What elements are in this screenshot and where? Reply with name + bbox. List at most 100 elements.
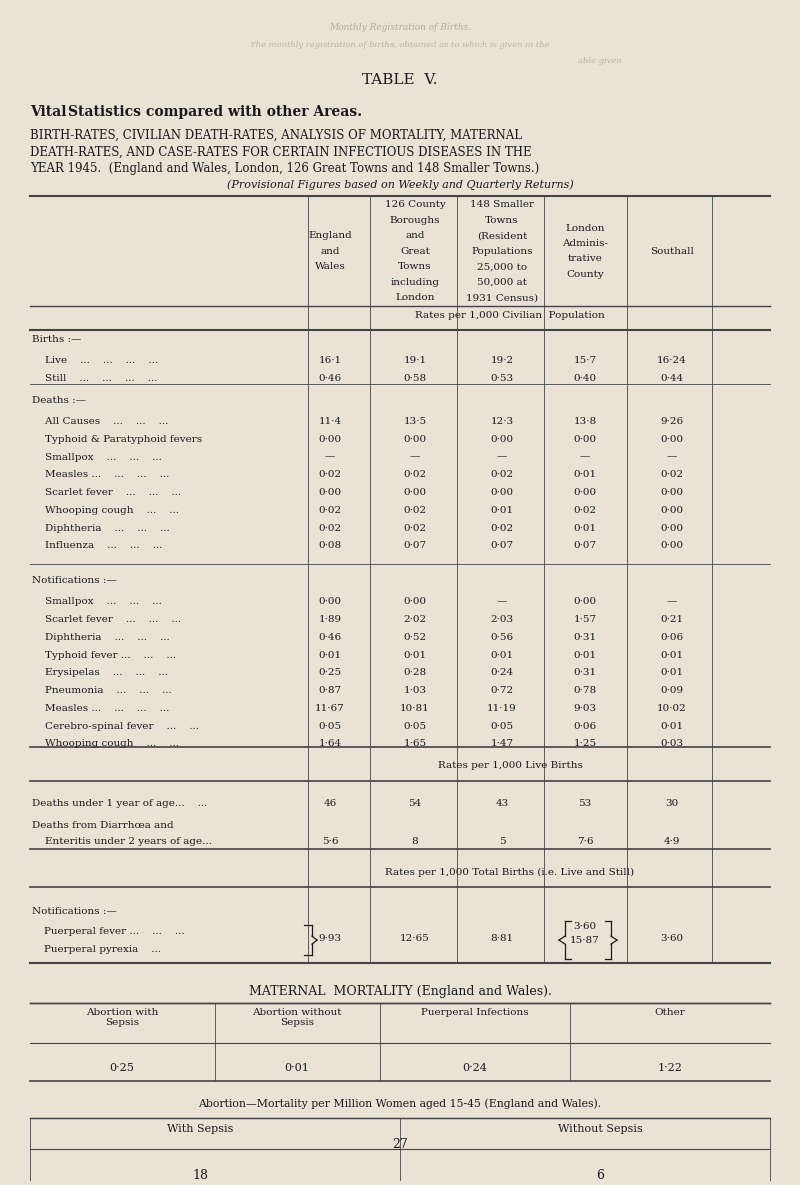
Text: 1·22: 1·22	[658, 1063, 682, 1072]
Text: 0·07: 0·07	[403, 542, 426, 550]
Text: 0·31: 0·31	[574, 668, 597, 678]
Text: 0·87: 0·87	[318, 686, 342, 696]
Text: DEATH-RATES, AND CASE-RATES FOR CERTAIN INFECTIOUS DISEASES IN THE: DEATH-RATES, AND CASE-RATES FOR CERTAIN …	[30, 146, 532, 159]
Text: 9·03: 9·03	[574, 704, 597, 713]
Text: 5·6: 5·6	[322, 837, 338, 846]
Text: 0·06: 0·06	[574, 722, 597, 730]
Text: 0·00: 0·00	[661, 542, 683, 550]
Text: 0·00: 0·00	[403, 435, 426, 444]
Text: 0·00: 0·00	[318, 597, 342, 607]
Text: 0·00: 0·00	[661, 524, 683, 532]
Text: Smallpox    ...    ...    ...: Smallpox ... ... ...	[32, 453, 162, 462]
Text: 0·01: 0·01	[318, 651, 342, 660]
Text: 0·00: 0·00	[318, 435, 342, 444]
Text: 0·02: 0·02	[318, 524, 342, 532]
Text: Puerperal Infections: Puerperal Infections	[421, 1007, 529, 1017]
Text: Puerperal pyrexia    ...: Puerperal pyrexia ...	[44, 944, 161, 954]
Text: 0·01: 0·01	[661, 722, 683, 730]
Text: Other: Other	[654, 1007, 686, 1017]
Text: 25,000 to: 25,000 to	[477, 262, 527, 271]
Text: 8: 8	[412, 837, 418, 846]
Text: Diphtheria    ...    ...    ...: Diphtheria ... ... ...	[32, 524, 170, 532]
Text: Abortion with
Sepsis: Abortion with Sepsis	[86, 1007, 158, 1027]
Text: 1·03: 1·03	[403, 686, 426, 696]
Text: Abortion without
Sepsis: Abortion without Sepsis	[252, 1007, 342, 1027]
Text: 15·87: 15·87	[570, 936, 600, 946]
Text: Deaths from Diarrhœa and: Deaths from Diarrhœa and	[32, 821, 174, 829]
Text: 16·1: 16·1	[318, 356, 342, 365]
Text: 0·46: 0·46	[318, 633, 342, 642]
Text: 0·44: 0·44	[661, 373, 683, 383]
Text: 0·56: 0·56	[490, 633, 514, 642]
Text: 11·19: 11·19	[487, 704, 517, 713]
Text: 11·4: 11·4	[318, 417, 342, 427]
Text: Notifications :—: Notifications :—	[32, 908, 117, 916]
Text: 46: 46	[323, 799, 337, 808]
Text: 148 Smaller: 148 Smaller	[470, 200, 534, 210]
Text: 0·05: 0·05	[490, 722, 514, 730]
Text: Puerperal fever ...    ...    ...: Puerperal fever ... ... ...	[44, 927, 185, 936]
Text: 0·01: 0·01	[574, 470, 597, 480]
Text: 0·02: 0·02	[490, 470, 514, 480]
Text: Smallpox    ...    ...    ...: Smallpox ... ... ...	[32, 597, 162, 607]
Text: Pneumonia    ...    ...    ...: Pneumonia ... ... ...	[32, 686, 172, 696]
Text: 1·89: 1·89	[318, 615, 342, 624]
Text: 9·93: 9·93	[318, 934, 342, 943]
Text: Whooping cough    ...    ...: Whooping cough ... ...	[32, 739, 179, 748]
Text: Live    ...    ...    ...    ...: Live ... ... ... ...	[32, 356, 158, 365]
Text: 0·02: 0·02	[403, 470, 426, 480]
Text: 4·9: 4·9	[664, 837, 680, 846]
Text: 3·60: 3·60	[661, 934, 683, 943]
Text: 19·1: 19·1	[403, 356, 426, 365]
Text: Enteritis under 2 years of age...: Enteritis under 2 years of age...	[32, 837, 212, 846]
Text: 1·25: 1·25	[574, 739, 597, 748]
Text: Cerebro-spinal fever    ...    ...: Cerebro-spinal fever ... ...	[32, 722, 199, 730]
Text: Deaths :—: Deaths :—	[32, 396, 86, 405]
Text: 9·26: 9·26	[661, 417, 683, 427]
Text: 0·21: 0·21	[661, 615, 683, 624]
Text: 0·01: 0·01	[661, 651, 683, 660]
Text: including: including	[390, 277, 439, 287]
Text: All Causes    ...    ...    ...: All Causes ... ... ...	[32, 417, 168, 427]
Text: 0·78: 0·78	[574, 686, 597, 696]
Text: England: England	[308, 231, 352, 241]
Text: 0·00: 0·00	[490, 488, 514, 498]
Text: 0·02: 0·02	[574, 506, 597, 515]
Text: 0·02: 0·02	[318, 470, 342, 480]
Text: 0·00: 0·00	[661, 506, 683, 515]
Text: Without Sepsis: Without Sepsis	[558, 1125, 642, 1134]
Text: 0·25: 0·25	[110, 1063, 134, 1072]
Text: 0·01: 0·01	[661, 668, 683, 678]
Text: 0·46: 0·46	[318, 373, 342, 383]
Text: YEAR 1945.  (England and Wales, London, 126 Great Towns and 148 Smaller Towns.): YEAR 1945. (England and Wales, London, 1…	[30, 162, 539, 175]
Text: and: and	[320, 246, 340, 256]
Text: Measles ...    ...    ...    ...: Measles ... ... ... ...	[32, 704, 170, 713]
Text: Rates per 1,000 Live Births: Rates per 1,000 Live Births	[438, 761, 582, 770]
Text: 0·01: 0·01	[490, 506, 514, 515]
Text: 0·52: 0·52	[403, 633, 426, 642]
Text: Measles ...    ...    ...    ...: Measles ... ... ... ...	[32, 470, 170, 480]
Text: 0·00: 0·00	[574, 597, 597, 607]
Text: Wales: Wales	[314, 262, 346, 271]
Text: Vital: Vital	[30, 104, 71, 118]
Text: Scarlet fever    ...    ...    ...: Scarlet fever ... ... ...	[32, 488, 181, 498]
Text: 5: 5	[498, 837, 506, 846]
Text: 0·24: 0·24	[462, 1063, 487, 1072]
Text: 0·09: 0·09	[661, 686, 683, 696]
Text: 0·00: 0·00	[490, 435, 514, 444]
Text: 13·8: 13·8	[574, 417, 597, 427]
Text: 0·01: 0·01	[574, 524, 597, 532]
Text: trative: trative	[567, 255, 602, 263]
Text: London: London	[566, 224, 605, 232]
Text: 0·01: 0·01	[285, 1063, 310, 1072]
Text: 30: 30	[666, 799, 678, 808]
Text: 0·03: 0·03	[661, 739, 683, 748]
Text: Southall: Southall	[650, 246, 694, 256]
Text: 0·07: 0·07	[490, 542, 514, 550]
Text: Influenza    ...    ...    ...: Influenza ... ... ...	[32, 542, 162, 550]
Text: Monthly Registration of Births.: Monthly Registration of Births.	[329, 23, 471, 32]
Text: 0·00: 0·00	[661, 488, 683, 498]
Text: Typhoid fever ...    ...    ...: Typhoid fever ... ... ...	[32, 651, 176, 660]
Text: 0·31: 0·31	[574, 633, 597, 642]
Text: —: —	[410, 453, 420, 462]
